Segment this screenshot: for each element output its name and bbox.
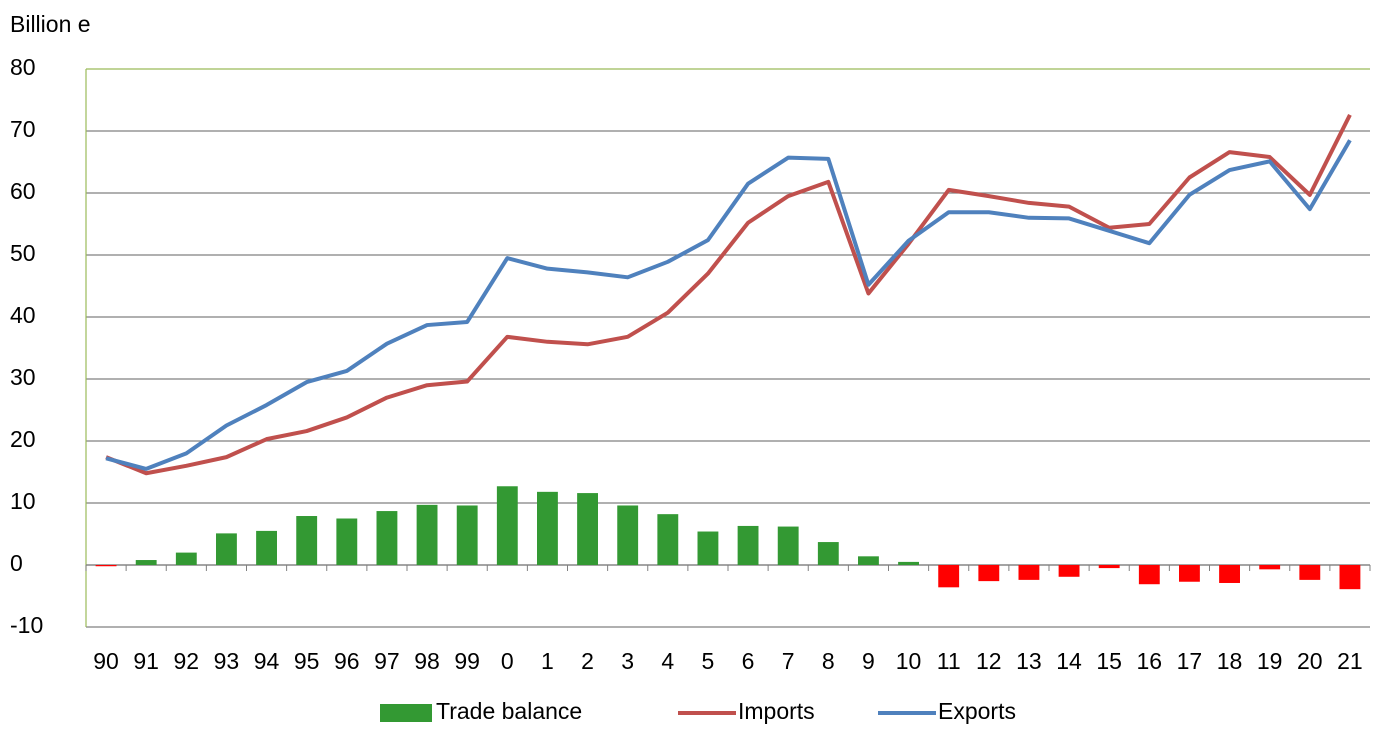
bar xyxy=(256,530,277,565)
line xyxy=(105,139,1352,471)
bar xyxy=(135,560,157,565)
legend-label: Trade balance xyxy=(436,698,582,724)
y-tick-label: 20 xyxy=(10,426,36,452)
legend-label: Exports xyxy=(938,698,1016,724)
bar xyxy=(657,514,679,565)
line xyxy=(105,113,1352,476)
x-tick-label: 14 xyxy=(1056,648,1082,674)
bar xyxy=(737,525,759,565)
bar xyxy=(777,526,799,565)
x-tick-label: 19 xyxy=(1257,648,1283,674)
y-tick-label: 70 xyxy=(10,116,36,142)
legend-swatch xyxy=(380,704,432,722)
y-axis-label: Billion e xyxy=(10,11,91,37)
x-tick-label: 99 xyxy=(454,648,480,674)
y-tick-label: 10 xyxy=(10,488,36,514)
x-tick-label: 18 xyxy=(1217,648,1243,674)
bar xyxy=(617,505,639,565)
x-tick-label: 0 xyxy=(501,648,514,674)
y-tick-label: 80 xyxy=(10,54,36,80)
x-tick-label: 10 xyxy=(896,648,922,674)
bar xyxy=(1138,565,1160,585)
x-tick-label: 92 xyxy=(174,648,200,674)
x-tick-label: 8 xyxy=(822,648,835,674)
x-tick-label: 5 xyxy=(702,648,715,674)
x-tick-label: 20 xyxy=(1297,648,1323,674)
bar xyxy=(898,561,919,565)
bar xyxy=(938,565,960,588)
y-tick-label: 60 xyxy=(10,178,36,204)
y-tick-label: -10 xyxy=(10,612,43,638)
x-tick-label: 96 xyxy=(334,648,360,674)
bar xyxy=(1058,565,1080,577)
y-tick-label: 50 xyxy=(10,240,36,266)
bar xyxy=(1098,565,1120,569)
x-tick-label: 98 xyxy=(414,648,440,674)
bar xyxy=(817,542,839,565)
bar xyxy=(537,491,558,565)
bar xyxy=(1339,565,1361,590)
bar xyxy=(456,505,478,565)
bar xyxy=(1018,565,1040,580)
x-tick-label: 6 xyxy=(742,648,755,674)
y-tick-label: 0 xyxy=(10,550,23,576)
x-tick-label: 16 xyxy=(1137,648,1163,674)
x-tick-label: 90 xyxy=(93,648,119,674)
x-tick-label: 1 xyxy=(541,648,554,674)
bar xyxy=(376,511,398,565)
bar xyxy=(496,486,518,565)
x-tick-label: 17 xyxy=(1177,648,1203,674)
bar xyxy=(858,556,879,565)
x-tick-label: 95 xyxy=(294,648,320,674)
x-tick-label: 2 xyxy=(581,648,594,674)
legend-label: Imports xyxy=(738,698,815,724)
y-tick-label: 30 xyxy=(10,364,36,390)
x-tick-label: 13 xyxy=(1016,648,1042,674)
x-tick-label: 94 xyxy=(254,648,280,674)
x-tick-label: 93 xyxy=(214,648,240,674)
x-tick-label: 91 xyxy=(133,648,159,674)
bar xyxy=(416,504,438,565)
bar xyxy=(296,516,318,565)
x-tick-label: 15 xyxy=(1096,648,1122,674)
x-tick-label: 12 xyxy=(976,648,1002,674)
bar xyxy=(1259,565,1281,570)
x-tick-label: 97 xyxy=(374,648,400,674)
bar xyxy=(1179,565,1200,582)
bar xyxy=(216,533,237,565)
bar xyxy=(577,493,598,565)
bar xyxy=(1299,565,1321,580)
bar xyxy=(978,565,1000,582)
x-tick-label: 11 xyxy=(937,648,961,674)
x-tick-label: 7 xyxy=(782,648,795,674)
x-tick-label: 3 xyxy=(621,648,634,674)
bar xyxy=(1219,565,1240,583)
x-tick-label: 9 xyxy=(862,648,875,674)
bar xyxy=(175,552,197,565)
bar xyxy=(95,565,117,567)
bar xyxy=(336,518,358,565)
x-tick-label: 4 xyxy=(661,648,674,674)
y-tick-label: 40 xyxy=(10,302,36,328)
bar xyxy=(697,531,719,565)
x-tick-label: 21 xyxy=(1337,648,1363,674)
